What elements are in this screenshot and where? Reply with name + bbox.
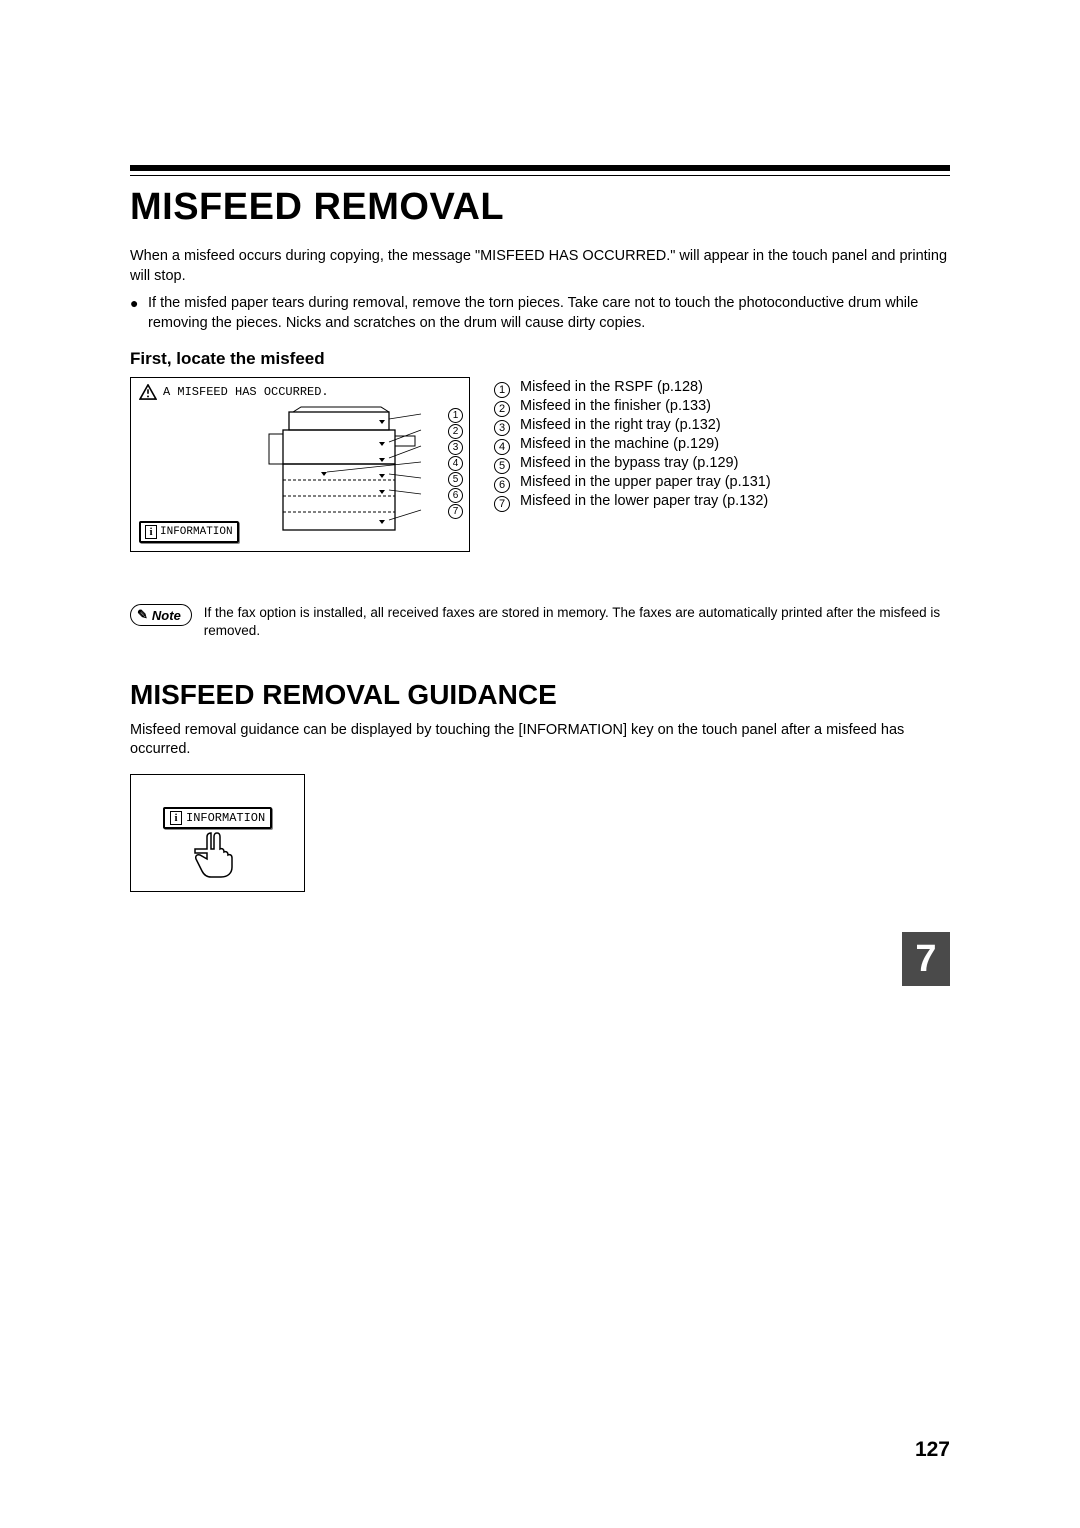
list-item: 7 Misfeed in the lower paper tray (p.132… bbox=[494, 493, 771, 510]
list-num-6: 6 bbox=[494, 477, 510, 493]
list-item: 6 Misfeed in the upper paper tray (p.131… bbox=[494, 474, 771, 491]
information-touch-diagram: i INFORMATION bbox=[130, 774, 305, 892]
list-text-1: Misfeed in the RSPF (p.128) bbox=[520, 379, 703, 395]
list-text-5: Misfeed in the bypass tray (p.129) bbox=[520, 455, 738, 471]
list-item: 4 Misfeed in the machine (p.129) bbox=[494, 436, 771, 453]
note-badge: ✎ Note bbox=[130, 604, 192, 626]
note-label: Note bbox=[152, 608, 181, 623]
information-button[interactable]: i INFORMATION bbox=[163, 807, 272, 829]
list-num-7: 7 bbox=[494, 496, 510, 512]
list-text-7: Misfeed in the lower paper tray (p.132) bbox=[520, 493, 768, 509]
guidance-paragraph: Misfeed removal guidance can be displaye… bbox=[130, 721, 950, 760]
info-icon: i bbox=[170, 811, 182, 825]
callout-6: 6 bbox=[448, 488, 463, 503]
list-num-1: 1 bbox=[494, 382, 510, 398]
list-item: 1 Misfeed in the RSPF (p.128) bbox=[494, 379, 771, 396]
list-num-5: 5 bbox=[494, 458, 510, 474]
callout-7: 7 bbox=[448, 504, 463, 519]
bullet-marker: ● bbox=[130, 294, 148, 333]
page-number: 127 bbox=[915, 1438, 950, 1462]
information-button[interactable]: i INFORMATION bbox=[139, 521, 239, 543]
callout-4: 4 bbox=[448, 456, 463, 471]
callout-2: 2 bbox=[448, 424, 463, 439]
pointing-hand-icon bbox=[189, 831, 249, 881]
pencil-icon: ✎ bbox=[137, 607, 148, 623]
list-text-4: Misfeed in the machine (p.129) bbox=[520, 436, 719, 452]
list-text-6: Misfeed in the upper paper tray (p.131) bbox=[520, 474, 771, 490]
info-button-label: INFORMATION bbox=[160, 526, 233, 538]
callout-3: 3 bbox=[448, 440, 463, 455]
note-block: ✎ Note If the fax option is installed, a… bbox=[130, 604, 950, 640]
note-text: If the fax option is installed, all rece… bbox=[204, 604, 950, 640]
list-item: 3 Misfeed in the right tray (p.132) bbox=[494, 417, 771, 434]
main-title: MISFEED REMOVAL bbox=[130, 186, 950, 229]
list-item: 2 Misfeed in the finisher (p.133) bbox=[494, 398, 771, 415]
warning-icon bbox=[139, 384, 157, 400]
list-text-2: Misfeed in the finisher (p.133) bbox=[520, 398, 711, 414]
printer-diagram-icon bbox=[261, 406, 426, 541]
callout-5: 5 bbox=[448, 472, 463, 487]
list-text-3: Misfeed in the right tray (p.132) bbox=[520, 417, 721, 433]
list-num-3: 3 bbox=[494, 420, 510, 436]
misfeed-location-list: 1 Misfeed in the RSPF (p.128) 2 Misfeed … bbox=[494, 377, 771, 510]
diagram-callout-numbers: 1 2 3 4 5 6 7 bbox=[448, 408, 463, 519]
bullet-text: If the misfed paper tears during removal… bbox=[148, 294, 950, 333]
info-icon: i bbox=[145, 525, 157, 539]
info-button-label: INFORMATION bbox=[186, 811, 265, 825]
diagram-message: A MISFEED HAS OCCURRED. bbox=[163, 385, 329, 399]
misfeed-diagram: A MISFEED HAS OCCURRED. bbox=[130, 377, 470, 552]
title-rule-thick bbox=[130, 165, 950, 171]
callout-1: 1 bbox=[448, 408, 463, 423]
list-num-2: 2 bbox=[494, 401, 510, 417]
intro-paragraph: When a misfeed occurs during copying, th… bbox=[130, 247, 950, 286]
list-num-4: 4 bbox=[494, 439, 510, 455]
locate-subheading: First, locate the misfeed bbox=[130, 349, 950, 369]
guidance-title: MISFEED REMOVAL GUIDANCE bbox=[130, 679, 950, 711]
list-item: 5 Misfeed in the bypass tray (p.129) bbox=[494, 455, 771, 472]
title-rule-thin bbox=[130, 175, 950, 176]
chapter-tab: 7 bbox=[902, 932, 950, 986]
bullet-item: ● If the misfed paper tears during remov… bbox=[130, 294, 950, 333]
